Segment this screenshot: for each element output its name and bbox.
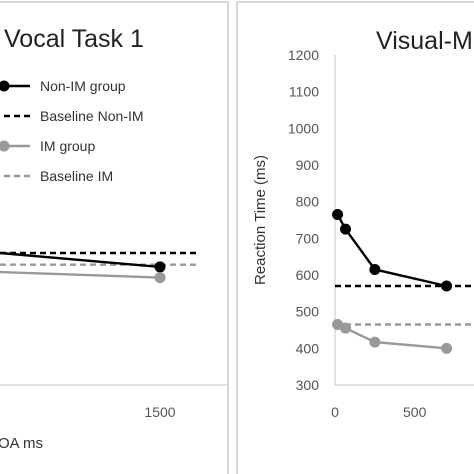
right-data-point-im xyxy=(441,342,453,354)
legend-label-baseline-non-im: Baseline Non-IM xyxy=(40,108,144,124)
legend-label-baseline-im: Baseline IM xyxy=(40,168,113,184)
right-y-tick-label: 700 xyxy=(296,230,320,246)
right-panel-border xyxy=(236,1,474,474)
right-y-tick-label: 600 xyxy=(296,267,320,283)
right-data-point-non-im xyxy=(340,223,352,235)
legend-label-non-im: Non-IM group xyxy=(40,78,126,94)
legend-marker-non-im xyxy=(0,80,10,92)
left-chart-title: Vocal Task 1 xyxy=(4,25,144,53)
left-x-tick-label: 1500 xyxy=(144,404,175,420)
right-y-tick-label: 1200 xyxy=(288,47,319,63)
right-y-tick-label: 500 xyxy=(296,304,320,320)
right-x-tick-label: 500 xyxy=(403,404,427,420)
left-series-line-im xyxy=(0,270,161,279)
left-data-point-im xyxy=(154,272,166,284)
right-y-tick-label: 1100 xyxy=(289,84,319,100)
left-panel-border xyxy=(0,1,229,474)
right-data-point-im xyxy=(369,336,381,348)
right-y-tick-label: 800 xyxy=(296,194,320,210)
left-plot-area: 10001500 xyxy=(0,251,228,420)
right-series-line-im xyxy=(337,323,447,350)
right-chart-title: Visual-M xyxy=(376,27,473,55)
left-series-line-non-im xyxy=(0,251,161,269)
right-data-point-non-im xyxy=(369,264,381,275)
right-y-axis-label: Reaction Time (ms) xyxy=(252,155,269,285)
right-data-point-im xyxy=(340,322,352,334)
legend-label-im: IM group xyxy=(40,138,95,154)
right-series-line-non-im xyxy=(336,213,447,288)
left-data-point-non-im xyxy=(154,261,166,273)
right-plot-area: 300 400 500 600 700 800 900 1000 1100 1200 0 500 xyxy=(288,47,474,420)
right-y-tick-label: 900 xyxy=(296,157,320,173)
legend: Non-IM group Baseline Non-IM IM group Ba… xyxy=(0,78,144,184)
right-y-tick-label: 300 xyxy=(296,377,320,393)
right-y-tick-label: 1000 xyxy=(288,120,319,136)
left-x-axis-label: SOA ms xyxy=(0,435,43,452)
legend-marker-im xyxy=(0,140,10,152)
right-data-point-non-im xyxy=(441,280,453,292)
right-y-tick-label: 400 xyxy=(296,340,320,356)
right-x-tick-label: 0 xyxy=(331,404,339,420)
right-data-point-non-im xyxy=(332,209,344,220)
